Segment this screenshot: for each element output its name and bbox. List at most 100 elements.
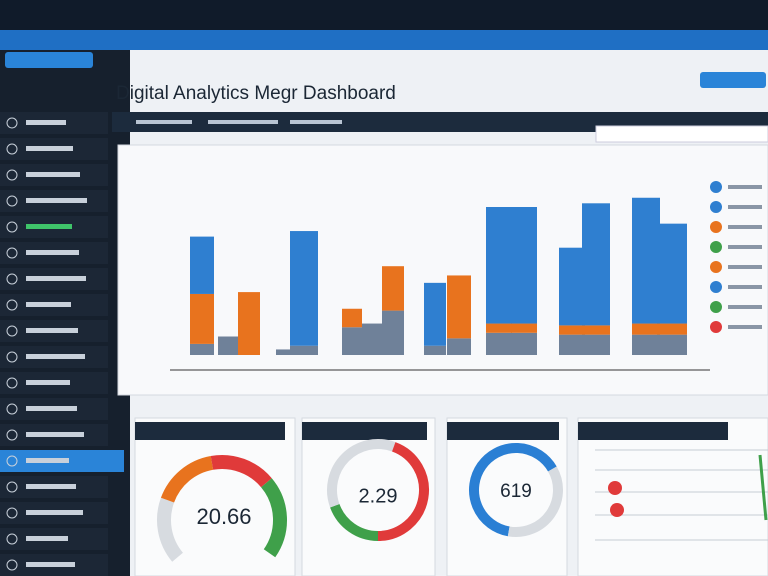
bar-segment (190, 236, 214, 294)
bar-segment (218, 336, 240, 355)
mini-dot (610, 503, 624, 517)
legend-text (728, 305, 762, 309)
gauge-arc (157, 497, 184, 562)
panel (577, 417, 768, 576)
menu-text (26, 120, 66, 125)
menu-text (26, 172, 80, 177)
bar-segment (559, 334, 585, 355)
toolbar-text (208, 120, 278, 124)
menu-text (26, 198, 87, 203)
menu-text (26, 146, 73, 151)
bar-segment (190, 343, 214, 355)
bar-segment (447, 338, 471, 355)
gauge-value: 619 (500, 481, 532, 502)
gauge-arc (210, 455, 272, 488)
gauge-arc (160, 455, 214, 503)
legend-dot (710, 321, 722, 333)
legend-dot (710, 221, 722, 233)
bar-segment (559, 325, 585, 335)
legend-dot (710, 201, 722, 213)
search-box[interactable] (595, 125, 768, 143)
gauge-arc (469, 443, 557, 537)
gauge-value: 20.66 (196, 504, 251, 529)
bar-segment (582, 334, 610, 355)
menu-icon (6, 351, 18, 363)
bar-segment (657, 334, 687, 355)
legend-dot (710, 261, 722, 273)
bar-segment (486, 207, 512, 324)
bar-segment (424, 345, 446, 355)
header-button[interactable] (700, 72, 766, 88)
menu-icon (6, 117, 18, 129)
legend-text (728, 285, 762, 289)
menu-icon (6, 195, 18, 207)
menu-icon (6, 299, 18, 311)
bar-segment (382, 310, 404, 355)
legend-text (728, 265, 762, 269)
menu-icon (6, 325, 18, 337)
gauge-arc (330, 503, 379, 541)
legend-text (728, 185, 762, 189)
gauge-arc (377, 442, 429, 541)
menu-icon (6, 273, 18, 285)
menu-text (26, 380, 70, 385)
bar-segment (657, 323, 687, 335)
toolbar-text (290, 120, 342, 124)
menu-text (26, 354, 85, 359)
menu-icon (6, 221, 18, 233)
bar-segment (290, 345, 318, 355)
menu-icon (6, 143, 18, 155)
bar-segment (382, 266, 404, 311)
legend-text (728, 245, 762, 249)
menu-icon (6, 455, 18, 467)
legend-text (728, 205, 762, 209)
app-header (0, 30, 768, 50)
legend-dot (710, 181, 722, 193)
menu-text (26, 432, 84, 437)
bar-segment (190, 293, 214, 344)
bar-segment (447, 275, 471, 339)
bar-segment (486, 323, 512, 333)
panel-header (135, 422, 285, 440)
bar-segment (632, 197, 660, 324)
menu-icon (6, 481, 18, 493)
bar-segment (582, 325, 610, 335)
panel-header (302, 422, 427, 440)
menu-icon (6, 507, 18, 519)
menu-icon (6, 169, 18, 181)
menu-icon (6, 377, 18, 389)
sidebar-button[interactable] (5, 52, 93, 68)
bar-segment (238, 292, 260, 355)
legend-text (728, 225, 762, 229)
bar-segment (511, 332, 537, 355)
menu-icon (6, 429, 18, 441)
menu-icon (6, 533, 18, 545)
dashboard-title: Digital Analytics Megr Dashboard (116, 83, 396, 104)
bar-segment (632, 334, 660, 355)
menu-text (26, 562, 75, 567)
menu-text (26, 458, 69, 463)
bar-segment (342, 327, 362, 355)
mini-line (758, 454, 768, 521)
legend-dot (710, 301, 722, 313)
menu-text (26, 510, 83, 515)
bar-segment (582, 203, 610, 326)
gauge-arc (327, 439, 396, 508)
bar-segment (424, 282, 446, 346)
menu-text (26, 484, 76, 489)
legend-dot (710, 241, 722, 253)
bar-segment (342, 308, 362, 328)
toolbar-text (136, 120, 192, 124)
menu-icon (6, 559, 18, 571)
menu-text (26, 224, 72, 229)
menu-text (26, 328, 78, 333)
bar-segment (511, 207, 537, 324)
menu-text (26, 536, 68, 541)
panel-header (447, 422, 559, 440)
bar-segment (559, 247, 585, 326)
top-bar (0, 0, 768, 30)
bar-segment (511, 323, 537, 333)
bar-segment (290, 231, 318, 346)
menu-text (26, 302, 71, 307)
